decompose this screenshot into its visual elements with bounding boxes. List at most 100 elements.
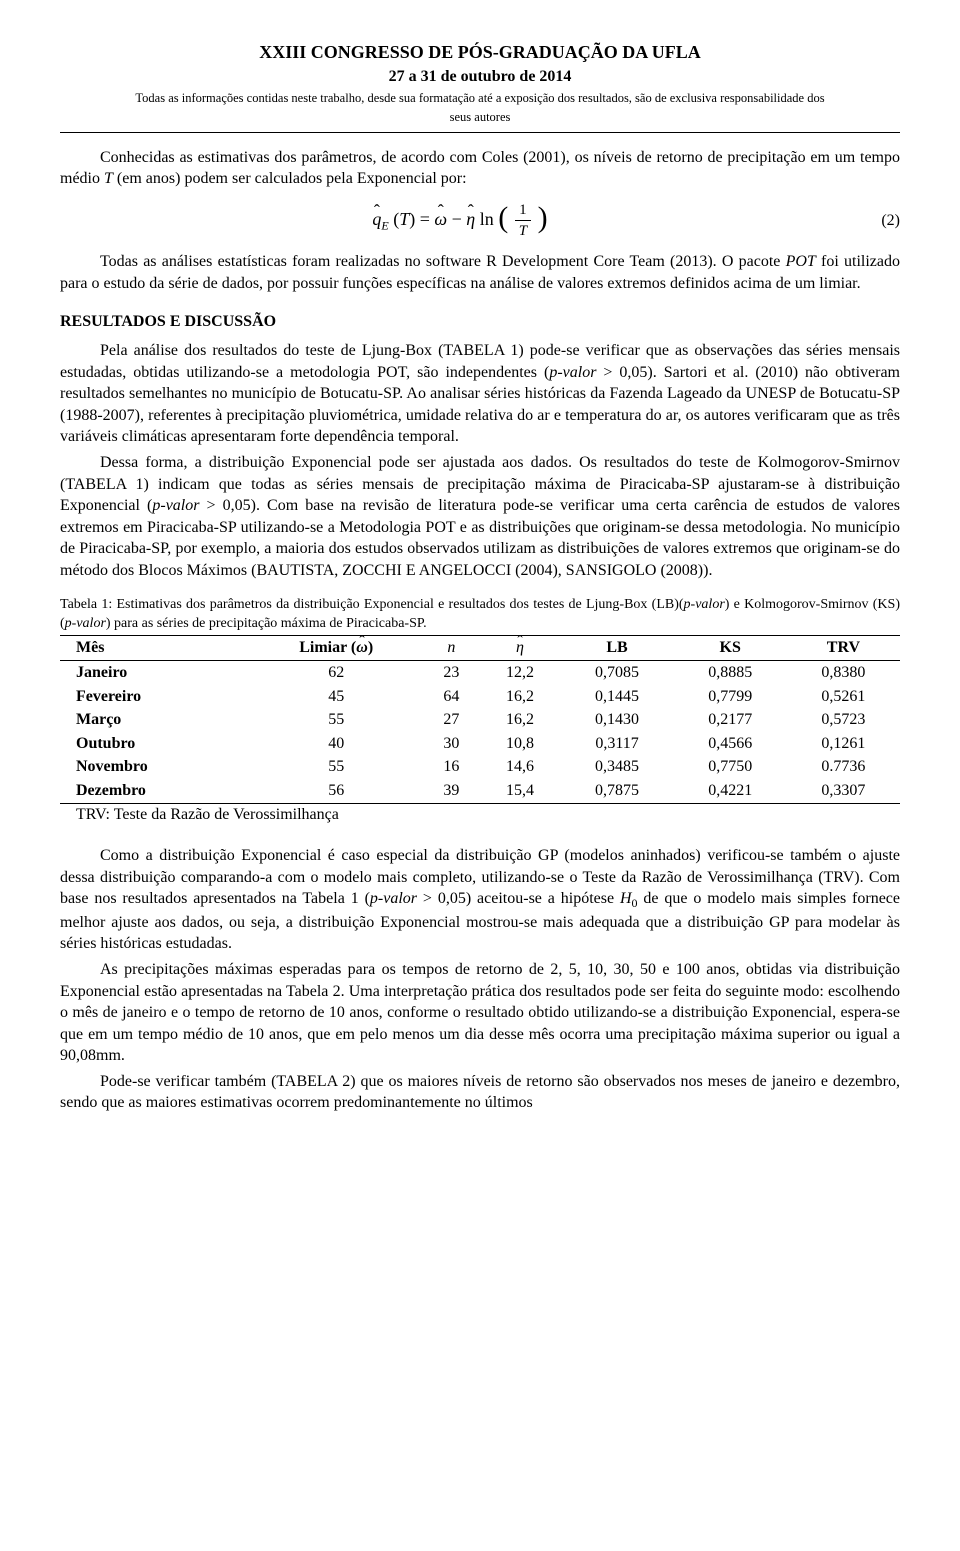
eq-denom: T bbox=[515, 221, 531, 241]
cell-trv: 0,5261 bbox=[787, 685, 900, 709]
cell-lb: 0,1430 bbox=[560, 708, 673, 732]
paragraph-results-2: Dessa forma, a distribuição Exponencial … bbox=[60, 452, 900, 582]
eq-fraction: 1 T bbox=[515, 200, 531, 242]
eq-minus: − bbox=[452, 209, 467, 229]
cell-limiar: 40 bbox=[249, 732, 423, 756]
cell-n: 23 bbox=[423, 661, 480, 685]
cell-ks: 0,2177 bbox=[674, 708, 787, 732]
equation-2: qE (T) = ω − η ln ( 1 T ) (2) bbox=[60, 200, 900, 242]
cell-limiar: 55 bbox=[249, 708, 423, 732]
pvalor: p-valor bbox=[65, 616, 106, 631]
col-lb: LB bbox=[560, 636, 673, 661]
eq-equals: = bbox=[420, 209, 435, 229]
pvalor: p-valor bbox=[549, 364, 596, 381]
cell-ks: 0,8885 bbox=[674, 661, 787, 685]
paragraph-software: Todas as análises estatísticas foram rea… bbox=[60, 251, 900, 294]
table1-header-row: Mês Limiar (ω) n η LB KS TRV bbox=[60, 636, 900, 661]
cell-n: 39 bbox=[423, 779, 480, 803]
text: Limiar ( bbox=[299, 639, 356, 656]
table-row: Janeiro 62 23 12,2 0,7085 0,8885 0,8380 bbox=[60, 661, 900, 685]
cell-lb: 0,3485 bbox=[560, 755, 673, 779]
symbol-omega-hat: ω bbox=[356, 639, 368, 656]
col-eta: η bbox=[480, 636, 561, 661]
pkg-name: POT bbox=[786, 253, 816, 270]
table-row: Fevereiro 45 64 16,2 0,1445 0,7799 0,526… bbox=[60, 685, 900, 709]
pvalor: p-valor bbox=[370, 890, 417, 907]
text: > 0,05) aceitou-se a hipótese bbox=[417, 890, 620, 907]
cell-limiar: 56 bbox=[249, 779, 423, 803]
header-rule bbox=[60, 132, 900, 133]
symbol-T-arg: T bbox=[399, 209, 409, 229]
cell-lb: 0,1445 bbox=[560, 685, 673, 709]
cell-ks: 0,4566 bbox=[674, 732, 787, 756]
eq-close: ) bbox=[409, 209, 415, 229]
cell-ks: 0,7750 bbox=[674, 755, 787, 779]
col-limiar: Limiar (ω) bbox=[249, 636, 423, 661]
text: ) para as séries de precipitação máxima … bbox=[106, 616, 427, 631]
conference-dates: 27 a 31 de outubro de 2014 bbox=[60, 66, 900, 88]
cell-eta: 16,2 bbox=[480, 708, 561, 732]
symbol-q-sub: E bbox=[381, 218, 388, 232]
paragraph-last: Pode-se verificar também (TABELA 2) que … bbox=[60, 1071, 900, 1114]
cell-n: 64 bbox=[423, 685, 480, 709]
cell-limiar: 45 bbox=[249, 685, 423, 709]
paragraph-results-1: Pela análise dos resultados do teste de … bbox=[60, 340, 900, 448]
paragraph-return-levels: As precipitações máximas esperadas para … bbox=[60, 959, 900, 1067]
cell-mes: Março bbox=[60, 708, 249, 732]
symbol-omega: ω bbox=[434, 209, 447, 229]
cell-ks: 0,7799 bbox=[674, 685, 787, 709]
col-mes: Mês bbox=[60, 636, 249, 661]
cell-trv: 0,3307 bbox=[787, 779, 900, 803]
cell-trv: 0.7736 bbox=[787, 755, 900, 779]
cell-mes: Outubro bbox=[60, 732, 249, 756]
table-row: Dezembro 56 39 15,4 0,7875 0,4221 0,3307 bbox=[60, 779, 900, 803]
table1-note: TRV: Teste da Razão de Verossimilhança bbox=[60, 804, 900, 826]
text: (em anos) podem ser calculados pela Expo… bbox=[113, 170, 467, 187]
conference-title: XXIII CONGRESSO DE PÓS-GRADUAÇÃO DA UFLA bbox=[60, 40, 900, 64]
cell-mes: Novembro bbox=[60, 755, 249, 779]
equation-body: qE (T) = ω − η ln ( 1 T ) bbox=[60, 200, 860, 242]
disclaimer-line1: Todas as informações contidas neste trab… bbox=[60, 90, 900, 107]
table-row: Outubro 40 30 10,8 0,3117 0,4566 0,1261 bbox=[60, 732, 900, 756]
table-row: Março 55 27 16,2 0,1430 0,2177 0,5723 bbox=[60, 708, 900, 732]
cell-ks: 0,4221 bbox=[674, 779, 787, 803]
cell-n: 27 bbox=[423, 708, 480, 732]
eq-rparen: ) bbox=[538, 201, 548, 234]
cell-limiar: 55 bbox=[249, 755, 423, 779]
symbol-eta-hat: η bbox=[516, 639, 524, 656]
symbol-H: H bbox=[620, 890, 632, 907]
table1: Mês Limiar (ω) n η LB KS TRV Janeiro 62 … bbox=[60, 635, 900, 803]
equation-number: (2) bbox=[860, 210, 900, 232]
symbol-T: T bbox=[104, 170, 113, 187]
cell-mes: Fevereiro bbox=[60, 685, 249, 709]
cell-mes: Janeiro bbox=[60, 661, 249, 685]
cell-lb: 0,7085 bbox=[560, 661, 673, 685]
symbol-eta: η bbox=[466, 209, 475, 229]
cell-eta: 14,6 bbox=[480, 755, 561, 779]
cell-limiar: 62 bbox=[249, 661, 423, 685]
col-ks: KS bbox=[674, 636, 787, 661]
col-trv: TRV bbox=[787, 636, 900, 661]
eq-lparen: ( bbox=[498, 201, 508, 234]
text: Todas as análises estatísticas foram rea… bbox=[100, 253, 786, 270]
section-results-heading: RESULTADOS E DISCUSSÃO bbox=[60, 311, 900, 333]
cell-eta: 10,8 bbox=[480, 732, 561, 756]
cell-eta: 15,4 bbox=[480, 779, 561, 803]
text: Tabela 1: Estimativas dos parâmetros da … bbox=[60, 597, 684, 612]
cell-lb: 0,3117 bbox=[560, 732, 673, 756]
pvalor: p-valor bbox=[152, 497, 199, 514]
col-n: n bbox=[423, 636, 480, 661]
table-row: Novembro 55 16 14,6 0,3485 0,7750 0.7736 bbox=[60, 755, 900, 779]
cell-trv: 0,8380 bbox=[787, 661, 900, 685]
cell-n: 30 bbox=[423, 732, 480, 756]
cell-eta: 12,2 bbox=[480, 661, 561, 685]
eq-numer: 1 bbox=[515, 200, 531, 221]
symbol-qhat: q bbox=[372, 209, 381, 229]
cell-trv: 0,1261 bbox=[787, 732, 900, 756]
disclaimer-line2: seus autores bbox=[60, 109, 900, 126]
pvalor: p-valor bbox=[684, 597, 725, 612]
cell-trv: 0,5723 bbox=[787, 708, 900, 732]
paragraph-intro: Conhecidas as estimativas dos parâmetros… bbox=[60, 147, 900, 190]
cell-mes: Dezembro bbox=[60, 779, 249, 803]
eq-ln: ln bbox=[480, 209, 494, 229]
